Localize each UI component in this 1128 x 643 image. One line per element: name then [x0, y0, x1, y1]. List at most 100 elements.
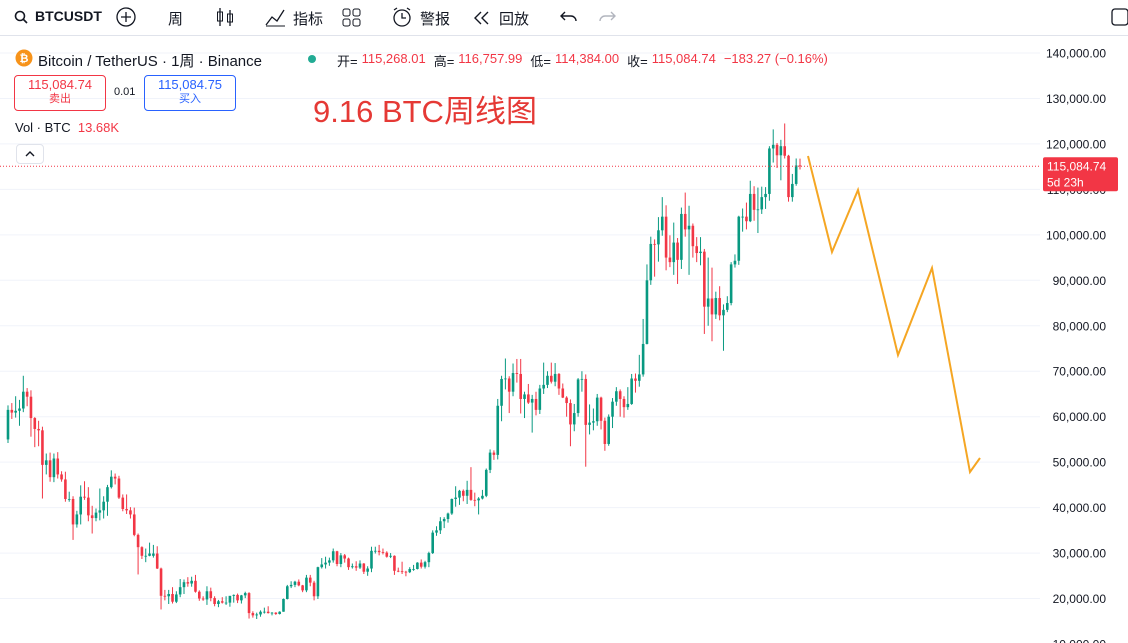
candle-body — [37, 428, 40, 431]
candle-body — [714, 298, 718, 315]
undo[interactable] — [560, 10, 578, 26]
candle-body — [477, 498, 480, 501]
candle-body — [385, 552, 389, 557]
y-tick-label: 120,000.00 — [1046, 137, 1106, 151]
candle-body — [71, 498, 75, 525]
candle-body — [546, 375, 549, 385]
candle-body — [10, 409, 14, 413]
candle-body — [152, 553, 155, 556]
candle-body — [52, 458, 56, 478]
candle-body — [534, 398, 538, 410]
candle-body — [645, 280, 649, 344]
candle-body — [178, 587, 182, 595]
redo[interactable] — [598, 10, 616, 26]
candle-body — [771, 144, 775, 149]
candle-body — [14, 410, 17, 413]
candle-body — [760, 197, 764, 210]
add-symbol[interactable] — [115, 6, 137, 28]
candle-body — [343, 555, 346, 559]
candle-body — [270, 612, 274, 614]
candle-body — [557, 373, 561, 389]
window-button[interactable] — [1111, 8, 1128, 26]
candle-body — [274, 612, 278, 614]
candle-body — [454, 497, 457, 499]
candle-body — [339, 555, 343, 564]
buy-button[interactable]: 115,084.75 买入 — [144, 75, 236, 111]
candle-body — [22, 391, 25, 409]
candle-body — [527, 394, 530, 403]
spread: 0.01 — [114, 86, 136, 98]
replay-icon[interactable] — [473, 10, 491, 26]
chart-type[interactable] — [215, 6, 235, 28]
candle-body — [328, 560, 331, 563]
ohlc-label: 低= — [530, 54, 551, 69]
symbol-description: Bitcoin / TetherUS · 1周 · Binance — [38, 53, 262, 70]
candle-body — [745, 216, 748, 222]
candle-body — [680, 213, 683, 260]
collapse-button[interactable] — [16, 144, 44, 164]
candle-body — [293, 581, 297, 585]
candle-body — [523, 394, 526, 399]
candle-body — [442, 518, 446, 522]
y-tick-label: 40,000.00 — [1053, 501, 1107, 515]
search-icon[interactable] — [14, 10, 28, 24]
candle-body — [171, 593, 174, 602]
sell-label: 卖出 — [49, 93, 71, 105]
candle-body — [205, 591, 209, 600]
indicators-icon[interactable] — [264, 6, 286, 28]
candle-body — [768, 148, 771, 194]
candle-body — [733, 260, 737, 265]
candle-body — [377, 550, 381, 553]
candle-body — [41, 430, 44, 465]
candle-body — [504, 378, 507, 380]
candle-body — [458, 490, 461, 498]
alert[interactable]: 警报 — [420, 11, 451, 28]
candle-body — [427, 553, 431, 563]
candle-body — [412, 568, 415, 570]
candle-body — [163, 595, 167, 597]
candle-body — [664, 216, 668, 258]
candle-body — [301, 585, 304, 591]
replay[interactable]: 回放 — [499, 11, 530, 28]
candle-body — [25, 391, 29, 397]
candle-body — [132, 514, 136, 535]
candle-body — [33, 418, 37, 429]
candle-body — [565, 397, 568, 404]
candle-body — [247, 593, 251, 614]
interval[interactable]: 周 — [168, 11, 184, 28]
symbol[interactable]: BTCUSDT — [35, 8, 102, 24]
candle-body — [676, 242, 679, 260]
candle-body — [783, 146, 786, 156]
candle-body — [741, 216, 744, 218]
candle-body — [653, 243, 656, 245]
candle-body — [496, 405, 500, 455]
candle-body — [435, 530, 438, 533]
candle-body — [354, 566, 358, 568]
candle-body — [324, 562, 327, 565]
sell-button[interactable]: 115,084.74 卖出 — [14, 75, 106, 111]
candle-body — [706, 298, 710, 307]
candle-body — [580, 378, 584, 380]
volume-label: Vol · BTC — [15, 120, 71, 135]
candle-body — [232, 594, 236, 596]
trend-drawing — [807, 155, 981, 475]
candle-body — [56, 458, 60, 475]
candle-body — [148, 553, 151, 556]
indicators[interactable]: 指标 — [293, 11, 324, 28]
alert-icon[interactable] — [391, 6, 413, 28]
y-tick-label: 80,000.00 — [1053, 319, 1107, 333]
candle-body — [695, 246, 698, 254]
layout-icon[interactable] — [342, 8, 362, 28]
candle-body — [718, 298, 721, 316]
candle-body — [362, 563, 366, 572]
candle-body — [140, 547, 144, 556]
candle-body — [263, 611, 266, 613]
candle-body — [592, 421, 595, 423]
candle-body — [194, 580, 197, 592]
chart-title: 9.16 BTC周线图 — [313, 94, 537, 129]
candle-body — [102, 501, 105, 511]
candle-body — [278, 611, 281, 614]
candle-body — [404, 571, 408, 573]
candle-body — [213, 598, 216, 604]
